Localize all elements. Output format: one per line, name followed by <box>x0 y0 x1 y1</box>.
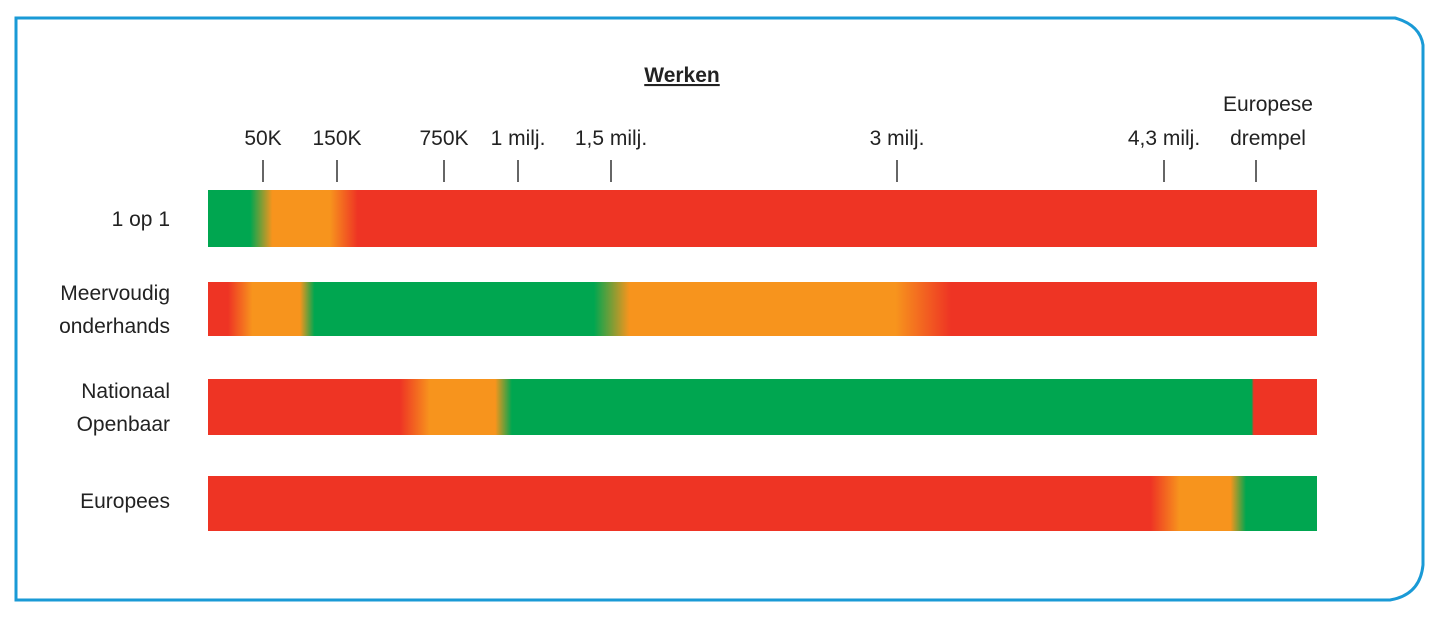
bar <box>208 379 1317 435</box>
threshold-label: 1,5 milj. <box>575 127 647 150</box>
threshold-label: 3 milj. <box>870 127 925 150</box>
threshold-label: 4,3 milj. <box>1128 127 1200 150</box>
threshold-label: Europese <box>1223 93 1313 116</box>
threshold-label: 1 milj. <box>491 127 546 150</box>
row-label: Meervoudig <box>60 282 170 305</box>
threshold-label: drempel <box>1230 127 1306 150</box>
row-label: Openbaar <box>77 413 170 436</box>
threshold-label: 150K <box>312 127 361 150</box>
row-label: Nationaal <box>81 380 170 403</box>
row-label: 1 op 1 <box>112 208 170 231</box>
threshold-label: 750K <box>419 127 468 150</box>
row-label: Europees <box>80 490 170 513</box>
frame <box>14 16 1425 602</box>
ticks <box>262 160 1257 182</box>
bar <box>208 282 1317 336</box>
row-label: onderhands <box>59 315 170 338</box>
title: Werken <box>644 64 719 87</box>
bar <box>208 190 1317 247</box>
threshold-label: 50K <box>244 127 281 150</box>
bar <box>208 476 1317 531</box>
